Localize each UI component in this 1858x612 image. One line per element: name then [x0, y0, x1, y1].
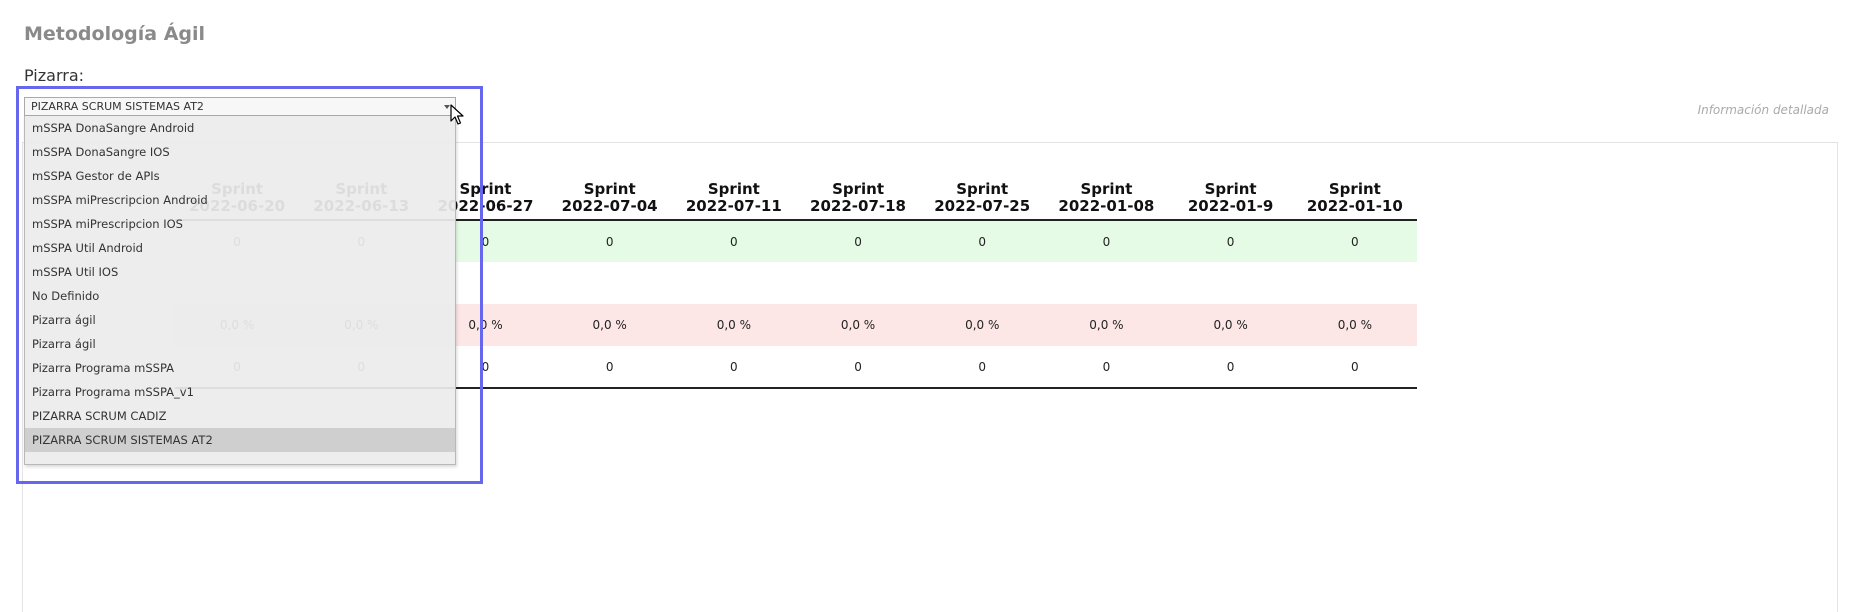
sprint-column-label: Sprint	[1080, 180, 1133, 198]
detail-link[interactable]: Información detallada	[1697, 103, 1829, 117]
mouse-cursor-icon	[450, 104, 464, 125]
dropdown-option[interactable]: mSSPA miPrescripcion IOS	[32, 217, 183, 231]
sprint-column-header: Sprint 2022-07-25	[920, 176, 1045, 221]
board-select-value: PIZARRA SCRUM SISTEMAS AT2	[31, 100, 204, 113]
table-cell: 0,0 %	[1168, 304, 1293, 346]
table-cell: 0	[1168, 220, 1293, 262]
sprint-column-header: Sprint 2022-07-18	[795, 176, 921, 221]
dropdown-option[interactable]: mSSPA Gestor de APIs	[32, 169, 160, 183]
dropdown-option[interactable]: mSSPA miPrescripcion Android	[32, 193, 208, 207]
table-cell: 0,0 %	[1292, 304, 1417, 346]
table-cell: 0	[1292, 346, 1417, 389]
board-label: Pizarra:	[24, 66, 85, 85]
table-cell: 0,0 %	[920, 304, 1045, 346]
table-cell: 0	[1168, 346, 1293, 389]
dropdown-option[interactable]: mSSPA DonaSangre IOS	[32, 145, 170, 159]
content-panel	[22, 142, 1838, 612]
sprint-column-header: Sprint 2022-07-11	[671, 176, 796, 221]
table-cell: 0	[671, 220, 796, 262]
sprint-column-label: Sprint	[583, 180, 636, 198]
table-cell: 0,0 %	[547, 304, 672, 346]
table-cell: 0	[547, 220, 672, 262]
sprint-column-label: Sprint	[459, 180, 512, 198]
table-cell: 0	[1292, 220, 1417, 262]
table-cell: 0	[1044, 220, 1169, 262]
dropdown-option[interactable]: PIZARRA SCRUM CADIZ	[32, 409, 167, 423]
sprint-column-header: Sprint 2022-01-9	[1168, 176, 1293, 221]
sprint-column-label: Sprint	[956, 180, 1009, 198]
board-select[interactable]: PIZARRA SCRUM SISTEMAS AT2	[24, 97, 456, 116]
table-cell: 0	[671, 346, 796, 389]
sprint-column-date: 2022-07-18	[810, 197, 906, 215]
sprint-column-date: 2022-07-11	[685, 197, 782, 215]
sprint-column-date: 2022-01-9	[1187, 197, 1274, 215]
sprint-column-label: Sprint	[832, 180, 884, 198]
table-cell: 0	[920, 346, 1045, 389]
dropdown-option[interactable]: PIZARRA SCRUM SISTEMAS AT2	[25, 428, 455, 452]
sprint-column-header: Sprint 2022-07-04	[547, 176, 672, 221]
sprint-column-date: 2022-01-08	[1058, 197, 1155, 215]
table-cell	[1168, 262, 1293, 304]
dropdown-option[interactable]: mSSPA DonaSangre Android	[32, 121, 195, 135]
dropdown-option[interactable]: Pizarra ágil	[32, 313, 96, 327]
page-title: Metodología Ágil	[24, 23, 206, 45]
sprint-column-date: 2022-01-10	[1306, 197, 1403, 215]
table-cell	[1292, 262, 1417, 304]
table-cell: 0,0 %	[1044, 304, 1169, 346]
sprint-column-label: Sprint	[1328, 180, 1381, 198]
table-cell	[795, 262, 921, 304]
dropdown-option[interactable]: mSSPA Util IOS	[32, 265, 119, 279]
sprint-column-date: 2022-07-04	[561, 197, 658, 215]
table-cell: 0,0 %	[795, 304, 921, 346]
table-cell: 0	[795, 220, 921, 262]
sprint-column-label: Sprint	[707, 180, 760, 198]
dropdown-option[interactable]: Pizarra ágil	[32, 337, 96, 351]
sprint-column-label: Sprint	[1204, 180, 1257, 198]
sprint-column-header: Sprint 2022-01-10	[1292, 176, 1417, 221]
dropdown-option[interactable]: mSSPA Util Android	[32, 241, 143, 255]
sprint-column-date: 2022-07-25	[934, 197, 1031, 215]
board-dropdown-list[interactable]: mSSPA DonaSangre Android mSSPA DonaSangre…	[24, 116, 456, 465]
table-cell	[547, 262, 672, 304]
sprint-column-date: 2022-06-27	[437, 197, 534, 215]
dropdown-option[interactable]: Pizarra Programa mSSPA	[32, 361, 175, 375]
table-cell	[671, 262, 796, 304]
dropdown-option[interactable]: Pizarra Programa mSSPA_v1	[32, 385, 194, 399]
table-cell: 0	[920, 220, 1045, 262]
table-cell: 0	[1044, 346, 1169, 389]
table-cell: 0,0 %	[671, 304, 796, 346]
table-cell	[920, 262, 1045, 304]
table-cell: 0	[547, 346, 672, 389]
chevron-down-icon	[444, 105, 450, 109]
table-cell	[1044, 262, 1169, 304]
table-cell: 0	[795, 346, 921, 389]
dropdown-option[interactable]: No Definido	[32, 289, 100, 303]
sprint-column-header: Sprint 2022-01-08	[1044, 176, 1169, 221]
